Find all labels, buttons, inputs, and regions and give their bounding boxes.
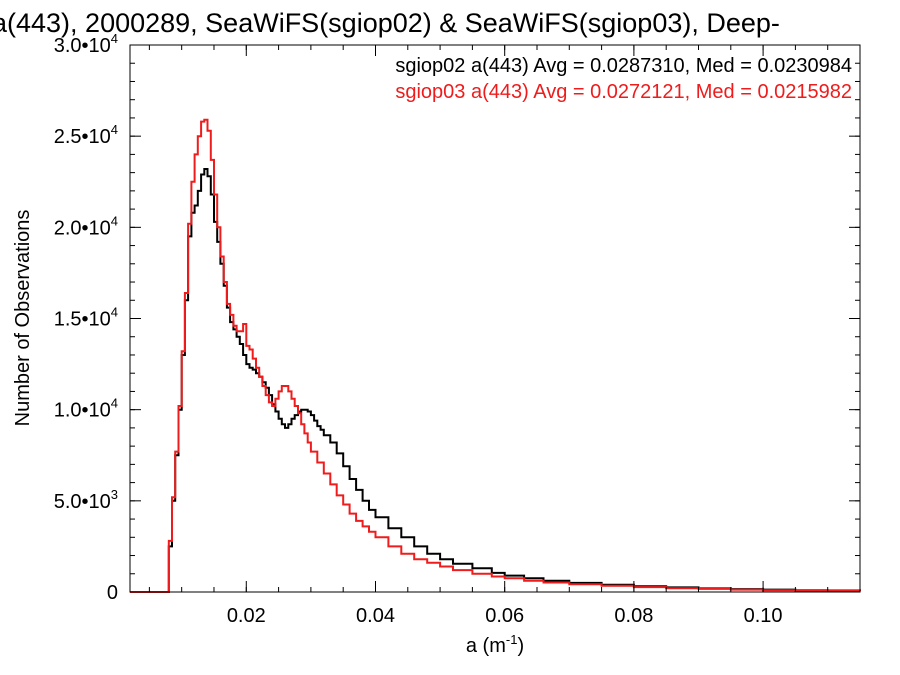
y-axis-label: Number of Observations bbox=[12, 210, 34, 427]
x-axis-label-base: a (m bbox=[466, 635, 506, 657]
x-tick-label: 0.10 bbox=[744, 605, 783, 627]
series-line-sgiop03 bbox=[130, 118, 861, 593]
x-axis-label-exponent: -1 bbox=[506, 632, 518, 647]
legend-entry-sgiop02: sgiop02 a(443) Avg = 0.0287310, Med = 0.… bbox=[395, 55, 852, 77]
x-axis-label: a (m-1) bbox=[466, 632, 524, 657]
y-tick-label: 1.0•104 bbox=[54, 396, 118, 422]
series-line-sgiop02 bbox=[130, 168, 861, 593]
y-tick-label: 3.0•104 bbox=[54, 31, 118, 57]
y-tick-label: 1.5•104 bbox=[54, 305, 118, 331]
series-layer bbox=[130, 118, 861, 593]
x-tick-label: 0.04 bbox=[356, 605, 395, 627]
x-tick-label: 0.06 bbox=[485, 605, 524, 627]
y-tick-label: 5.0•103 bbox=[54, 487, 118, 513]
y-tick-label: 2.5•104 bbox=[54, 122, 118, 148]
x-tick-label: 0.02 bbox=[227, 605, 266, 627]
x-axis-label-close: ) bbox=[517, 635, 524, 657]
x-tick-label: 0.08 bbox=[614, 605, 653, 627]
y-tick-label: 2.0•104 bbox=[54, 213, 118, 239]
y-tick-label: 0 bbox=[107, 582, 118, 604]
legend-entry-sgiop03: sgiop03 a(443) Avg = 0.0272121, Med = 0.… bbox=[395, 81, 852, 103]
plot-frame bbox=[129, 44, 861, 593]
chart-title: a(443), 2000289, SeaWiFS(sgiop02) & SeaW… bbox=[0, 8, 780, 38]
axis-layer: 0.02 0.04 0.06 0.08 0.10 0 5.0•103 1.0•104 1.5•1… bbox=[54, 31, 861, 627]
